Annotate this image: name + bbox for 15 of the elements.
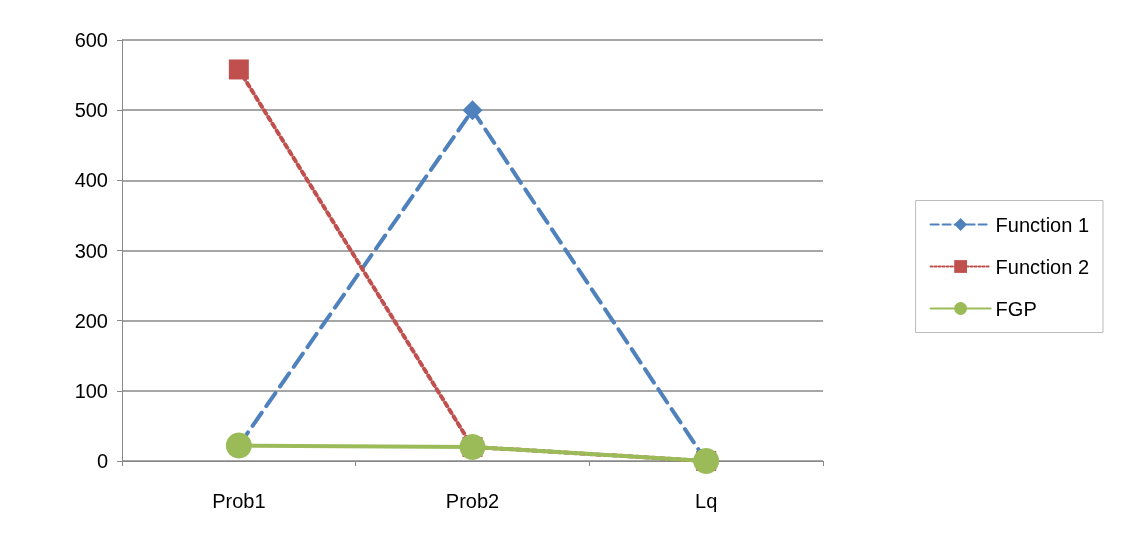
y-tick-label: 400 <box>74 169 108 192</box>
y-tick-label: 0 <box>96 450 108 472</box>
legend-label: FGP <box>995 297 1037 320</box>
point <box>462 100 483 121</box>
legend-label: Function 2 <box>995 255 1089 278</box>
y-tick-label: 300 <box>74 239 108 262</box>
x-tick-label: Prob2 <box>445 490 500 512</box>
y-tick-label: 600 <box>74 29 108 51</box>
y-tick-label: 200 <box>74 309 108 332</box>
x-tick-label: Prob1 <box>212 490 266 512</box>
x-tick-label: Lq <box>695 490 718 512</box>
point <box>228 59 249 80</box>
legend-label: Function 1 <box>995 213 1089 236</box>
y-tick-label: 500 <box>74 99 108 122</box>
y-tick-label: 100 <box>74 379 108 402</box>
